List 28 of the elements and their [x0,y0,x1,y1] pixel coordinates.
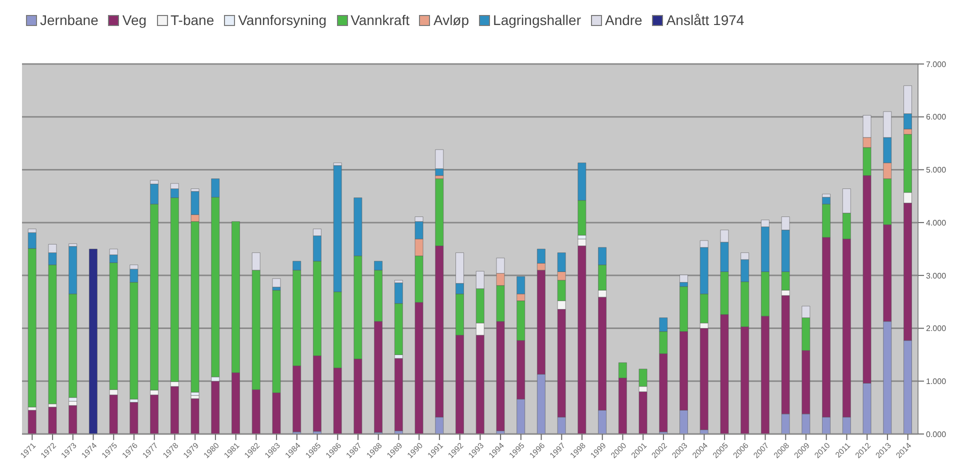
y-tick-label: 3.000 [926,271,947,280]
legend-label: T-bane [170,12,214,28]
legend-label: Jernbane [40,12,98,28]
y-tick-label: 5.000 [926,166,947,175]
bar [211,380,220,434]
bar [272,278,281,288]
bar [130,402,138,434]
legend-label: Anslått 1974 [666,12,744,28]
y-tick-label: 4.000 [926,218,947,228]
legend-label: Veg [122,12,147,28]
y-tick-label: 7.000 [926,60,947,69]
legend-label: Vannforsyning [238,12,327,28]
y-tick-label: 2.000 [926,324,947,334]
bar [170,386,179,434]
bar [68,405,77,434]
bar [48,406,57,434]
bar [394,358,403,431]
bar [28,410,36,434]
legend-label: Vannkraft [350,12,410,28]
bar [150,394,158,434]
bar [89,248,98,434]
y-tick-label: 0.000 [926,430,947,439]
legend-label: Lagringshaller [493,12,581,28]
legend-label: Andre [604,12,642,28]
y-tick-label: 1.000 [926,376,947,386]
legend-label: Avløp [433,12,470,28]
bar [190,398,200,434]
y-tick-label: 6.000 [926,112,947,122]
